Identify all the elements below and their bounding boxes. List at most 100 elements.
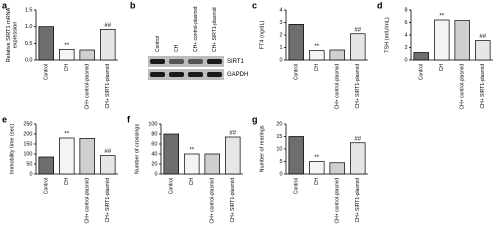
y-tick-label: 0: [279, 171, 282, 177]
bar: [309, 50, 325, 61]
bar: [434, 19, 450, 61]
y-tick-label: 10: [276, 146, 282, 152]
bar: [79, 138, 95, 175]
lane-label: CH: [174, 44, 180, 52]
y-tick-label: 0.5: [25, 41, 33, 47]
x-tick-label: CH+ SIRT1-plasmid: [105, 178, 111, 223]
significance-mark: ##: [104, 149, 111, 155]
y-tick-label: 1.5: [25, 7, 33, 13]
y-axis-label: TSH (mIU/mL): [384, 17, 390, 53]
significance-mark: **: [314, 44, 319, 50]
blot-strip: [148, 56, 224, 67]
row-label: SIRT1: [227, 59, 245, 65]
significance-mark: **: [64, 132, 69, 138]
y-tick-label: 2: [279, 32, 282, 38]
y-tick-label: 60: [151, 141, 157, 147]
lane-label: Control: [155, 36, 161, 52]
x-tick-label: CH: [64, 178, 70, 186]
x-tick-label: CH: [64, 64, 70, 72]
x-tick-label: Control: [169, 178, 175, 194]
x-tick-label: Control: [419, 64, 425, 80]
x-tick-label: CH+ control-plasmid: [85, 64, 91, 110]
y-tick-label: 200: [23, 131, 32, 137]
x-tick-label: CH: [314, 178, 320, 186]
bar: [288, 24, 304, 61]
significance-mark: **: [64, 43, 69, 49]
panel-letter: g: [252, 114, 258, 124]
blot-band: [169, 59, 184, 64]
y-tick-label: 0: [404, 57, 407, 63]
x-tick-label: CH+ control-plasmid: [335, 178, 341, 224]
bar: [329, 49, 345, 61]
y-tick-label: 0: [279, 57, 282, 63]
blot-band: [207, 59, 222, 64]
x-tick-label: Control: [44, 178, 50, 194]
y-axis-label: Relative SIRT1 mRNAexpression: [6, 7, 19, 62]
y-axis-label: Immobility time (sec): [9, 124, 15, 175]
significance-mark: ##: [354, 136, 361, 142]
bar: [100, 155, 116, 175]
x-tick-label: CH+ control-plasmid: [335, 64, 341, 110]
y-tick-label: 80: [151, 131, 157, 137]
y-tick-label: 1: [279, 45, 282, 51]
bar: [329, 162, 345, 175]
panel-letter: c: [252, 0, 257, 10]
panel-letter: a: [2, 0, 8, 10]
significance-mark: **: [189, 148, 194, 154]
significance-mark: ##: [104, 23, 111, 29]
y-tick-label: 250: [23, 121, 32, 127]
x-tick-label: CH+ SIRT1-plasmid: [105, 64, 111, 109]
bar: [79, 49, 95, 61]
bar: [225, 136, 241, 175]
blot-band: [188, 59, 203, 64]
y-axis-label: FT4 (ng/dL): [259, 20, 265, 49]
bar: [59, 137, 75, 175]
y-tick-label: 8: [404, 7, 407, 13]
y-tick-label: 15: [276, 134, 282, 140]
x-tick-label: Control: [294, 178, 300, 194]
y-tick-label: 20: [276, 121, 282, 127]
y-tick-label: 50: [26, 161, 32, 167]
bar: [350, 142, 366, 175]
x-tick-label: CH: [314, 64, 320, 72]
y-tick-label: 0: [154, 171, 157, 177]
y-tick-label: 6: [404, 20, 407, 26]
y-tick-label: 100: [23, 151, 32, 157]
bar: [204, 153, 220, 175]
significance-mark: ##: [354, 27, 361, 33]
blot-strip: [148, 69, 224, 80]
bar: [454, 20, 470, 61]
bar: [163, 133, 179, 175]
y-tick-label: 4: [279, 7, 282, 13]
x-tick-label: CH+ SIRT1-plasmid: [480, 64, 486, 109]
x-tick-label: CH+ SIRT1-plasmid: [355, 178, 361, 223]
y-axis-label: Number of crossings: [134, 124, 140, 175]
blot-band: [188, 72, 203, 77]
bar: [413, 52, 429, 61]
y-tick-label: 5: [279, 159, 282, 165]
x-tick-label: CH: [439, 64, 445, 72]
lane-label: CH+ control-plasmid: [193, 6, 199, 52]
y-tick-label: 150: [23, 141, 32, 147]
panel-letter: b: [130, 0, 136, 10]
bar: [38, 156, 54, 175]
y-tick-label: 100: [148, 121, 157, 127]
y-axis-label: Number of rearings: [259, 125, 265, 172]
y-tick-label: 2: [404, 45, 407, 51]
blot-band: [169, 72, 184, 77]
lane-label: CH+ SIRT1-plasmid: [212, 7, 218, 52]
y-tick-label: 4: [404, 32, 407, 38]
bar: [184, 153, 200, 175]
row-label: GAPDH: [227, 72, 248, 78]
x-tick-label: CH+ SIRT1-plasmid: [230, 178, 236, 223]
y-tick-label: 40: [151, 151, 157, 157]
bar: [59, 48, 75, 61]
x-tick-label: Control: [294, 64, 300, 80]
significance-mark: **: [314, 155, 319, 161]
y-tick-label: 1.0: [25, 24, 33, 30]
y-tick-label: 3: [279, 20, 282, 26]
panel-letter: d: [377, 0, 383, 10]
blot-band: [150, 72, 165, 77]
bar: [309, 161, 325, 175]
